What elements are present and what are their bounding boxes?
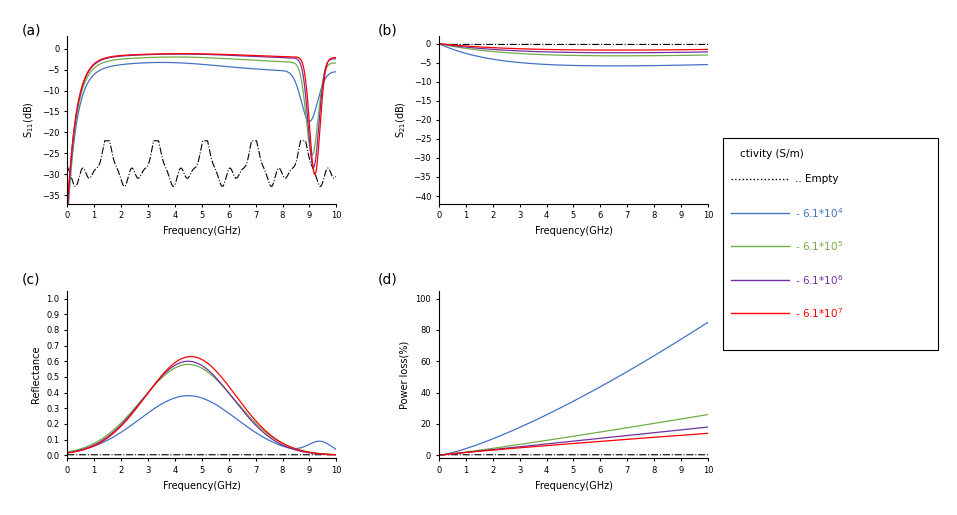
Text: (b): (b) [378,23,398,37]
Text: (c): (c) [22,273,40,287]
Text: - 6.1*10$^5$: - 6.1*10$^5$ [795,239,843,253]
X-axis label: Frequency(GHz): Frequency(GHz) [535,480,612,491]
Y-axis label: S$_{11}$(dB): S$_{11}$(dB) [23,101,36,139]
Text: (d): (d) [378,273,398,287]
Y-axis label: Reflectance: Reflectance [31,346,40,403]
X-axis label: Frequency(GHz): Frequency(GHz) [535,226,612,236]
Y-axis label: S$_{21}$(dB): S$_{21}$(dB) [394,101,408,139]
Text: - 6.1*10$^4$: - 6.1*10$^4$ [795,206,843,220]
FancyBboxPatch shape [723,138,938,350]
Text: - 6.1*10$^6$: - 6.1*10$^6$ [795,273,843,287]
X-axis label: Frequency(GHz): Frequency(GHz) [163,226,240,236]
Text: (a): (a) [22,23,41,37]
Text: .. Empty: .. Empty [795,174,838,184]
Y-axis label: Power loss(%): Power loss(%) [400,340,410,409]
Text: ctivity (S/m): ctivity (S/m) [740,149,804,159]
X-axis label: Frequency(GHz): Frequency(GHz) [163,480,240,491]
Text: - 6.1*10$^7$: - 6.1*10$^7$ [795,306,843,320]
